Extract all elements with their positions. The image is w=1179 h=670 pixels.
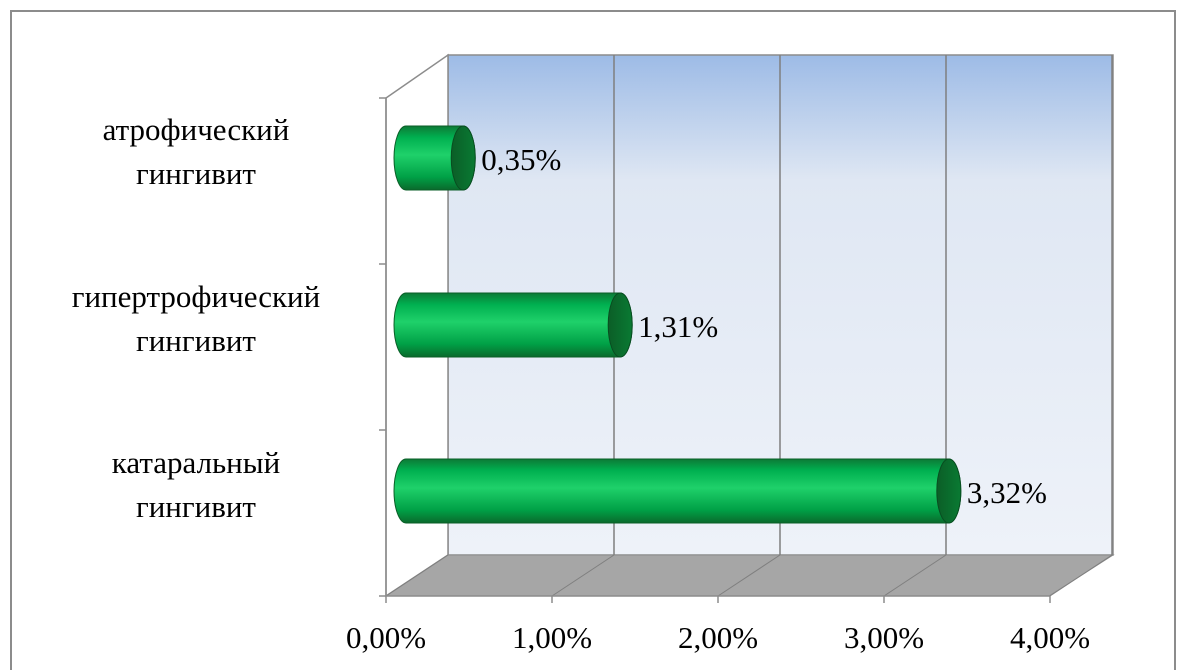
bar-cap (936, 458, 962, 524)
bar (393, 292, 633, 358)
floor-grid-line (717, 554, 781, 597)
bar-cap (607, 292, 633, 358)
bar (393, 125, 476, 191)
data-labels: 0,35% 1,31% 3,32% (481, 142, 1047, 510)
category-label: катаральный (112, 445, 280, 480)
category-label: гингивит (136, 156, 256, 191)
y-axis-ticks (379, 97, 386, 597)
category-label: атрофический (103, 112, 290, 147)
x-tick-label: 1,00% (512, 620, 592, 655)
x-tick-label: 3,00% (844, 620, 924, 655)
bar-body (393, 458, 962, 524)
x-tick-labels: 0,00% 1,00% 2,00% 3,00% 4,00% (346, 620, 1090, 655)
floor-grid-line (1049, 554, 1113, 597)
category-label: гипертрофический (72, 279, 320, 314)
x-tick-label: 2,00% (678, 620, 758, 655)
floor-grid-line (551, 554, 615, 597)
bar-body (393, 292, 633, 358)
floor-grid-line (883, 554, 947, 597)
category-labels: атрофический гингивит гипертрофический гинг… (72, 112, 320, 524)
x-tick-label: 4,00% (1010, 620, 1090, 655)
bar (393, 458, 962, 524)
bars (393, 125, 962, 524)
bar-cap (450, 125, 476, 191)
data-label: 0,35% (481, 142, 561, 177)
data-label: 3,32% (967, 475, 1047, 510)
floor-grid-line (385, 554, 449, 597)
x-axis-ticks (385, 595, 1051, 603)
x-tick-label: 0,00% (346, 620, 426, 655)
category-label: гингивит (136, 489, 256, 524)
data-label: 1,31% (638, 309, 718, 344)
category-label: гингивит (136, 323, 256, 358)
